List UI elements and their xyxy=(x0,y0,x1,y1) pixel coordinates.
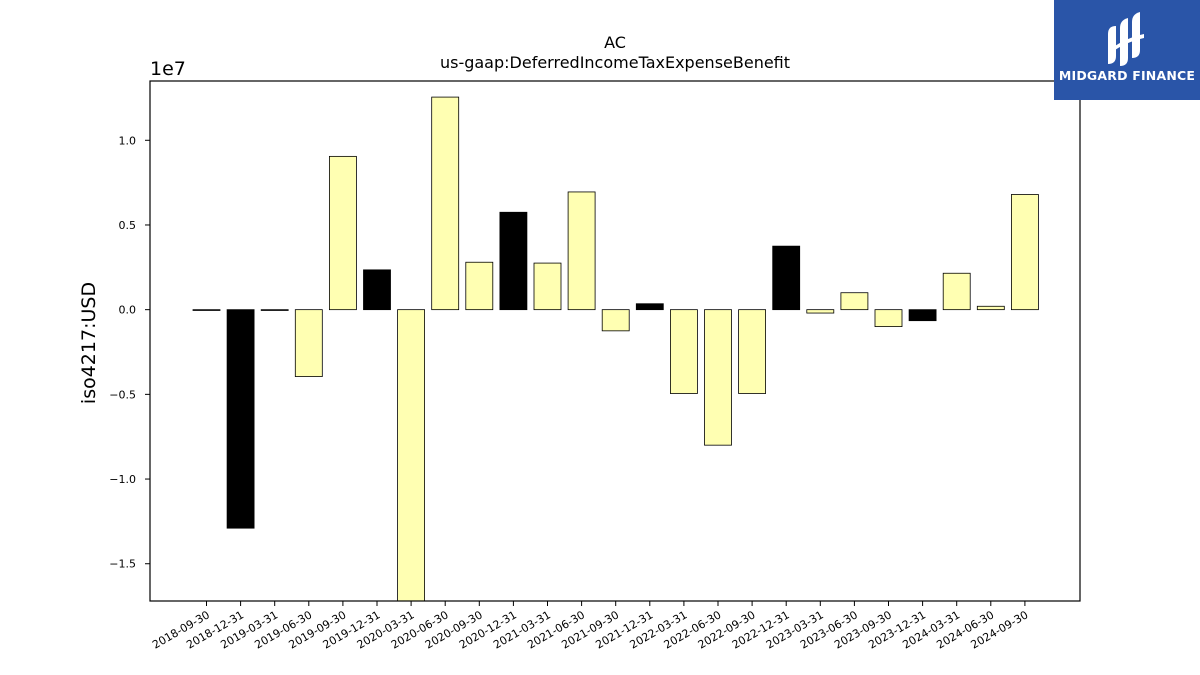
bar-2023-12-31 xyxy=(908,309,937,322)
y-tick-label: 1.0 xyxy=(119,134,137,147)
y-axis-label: iso4217:USD xyxy=(78,282,100,404)
bar-2019-09-30 xyxy=(328,155,357,311)
bar-2018-12-31 xyxy=(226,309,255,529)
y-tick-label: −0.5 xyxy=(109,388,136,401)
bar-2023-06-30 xyxy=(840,292,869,311)
y-scale-label: 1e7 xyxy=(150,58,186,80)
y-tick-label: 0.5 xyxy=(119,219,137,232)
bar-2022-06-30 xyxy=(704,309,732,446)
y-tick-label: −1.5 xyxy=(109,558,136,571)
bar-2021-03-31 xyxy=(533,262,562,311)
bar-2021-12-31 xyxy=(635,303,664,311)
bars-group xyxy=(192,96,1039,602)
bar-2020-12-31 xyxy=(499,211,528,311)
y-ticks-group: 1.0 0.5 0.0 −0.5 −1.0 −1.5 xyxy=(109,134,150,571)
bar-2024-09-30 xyxy=(1011,194,1039,311)
bar-2023-03-31 xyxy=(806,309,835,314)
brand-logo: MIDGARD FINANCE xyxy=(1054,0,1200,100)
bar-2018-09-30 xyxy=(192,309,221,311)
bar-2021-09-30 xyxy=(601,309,630,332)
bar-2019-12-31 xyxy=(363,269,391,311)
bar-2021-06-30 xyxy=(567,191,596,311)
bar-2020-09-30 xyxy=(465,261,494,311)
plot-frame xyxy=(149,80,1081,602)
bar-2022-12-31 xyxy=(772,245,801,311)
y-tick-label: 0.0 xyxy=(119,304,137,317)
x-ticks-group: 2018-09-302018-12-312019-03-312019-06-30… xyxy=(150,601,1030,652)
bar-2024-06-30 xyxy=(976,305,1005,311)
bar-2022-03-31 xyxy=(670,309,698,394)
midgard-logo-icon xyxy=(1108,12,1144,66)
bar-2024-03-31 xyxy=(942,272,971,311)
y-tick-label: −1.0 xyxy=(109,473,136,486)
bar-2023-09-30 xyxy=(874,309,903,328)
brand-name: MIDGARD FINANCE xyxy=(1058,68,1196,83)
chart-subtitle: us-gaap:DeferredIncomeTaxExpenseBenefit xyxy=(440,53,790,72)
bar-2019-03-31 xyxy=(260,309,289,311)
bar-2020-06-30 xyxy=(431,96,460,311)
chart-title: AC xyxy=(604,33,626,52)
bar-2022-09-30 xyxy=(738,309,766,394)
bar-2020-03-31 xyxy=(397,309,426,602)
bar-2019-06-30 xyxy=(294,309,323,377)
